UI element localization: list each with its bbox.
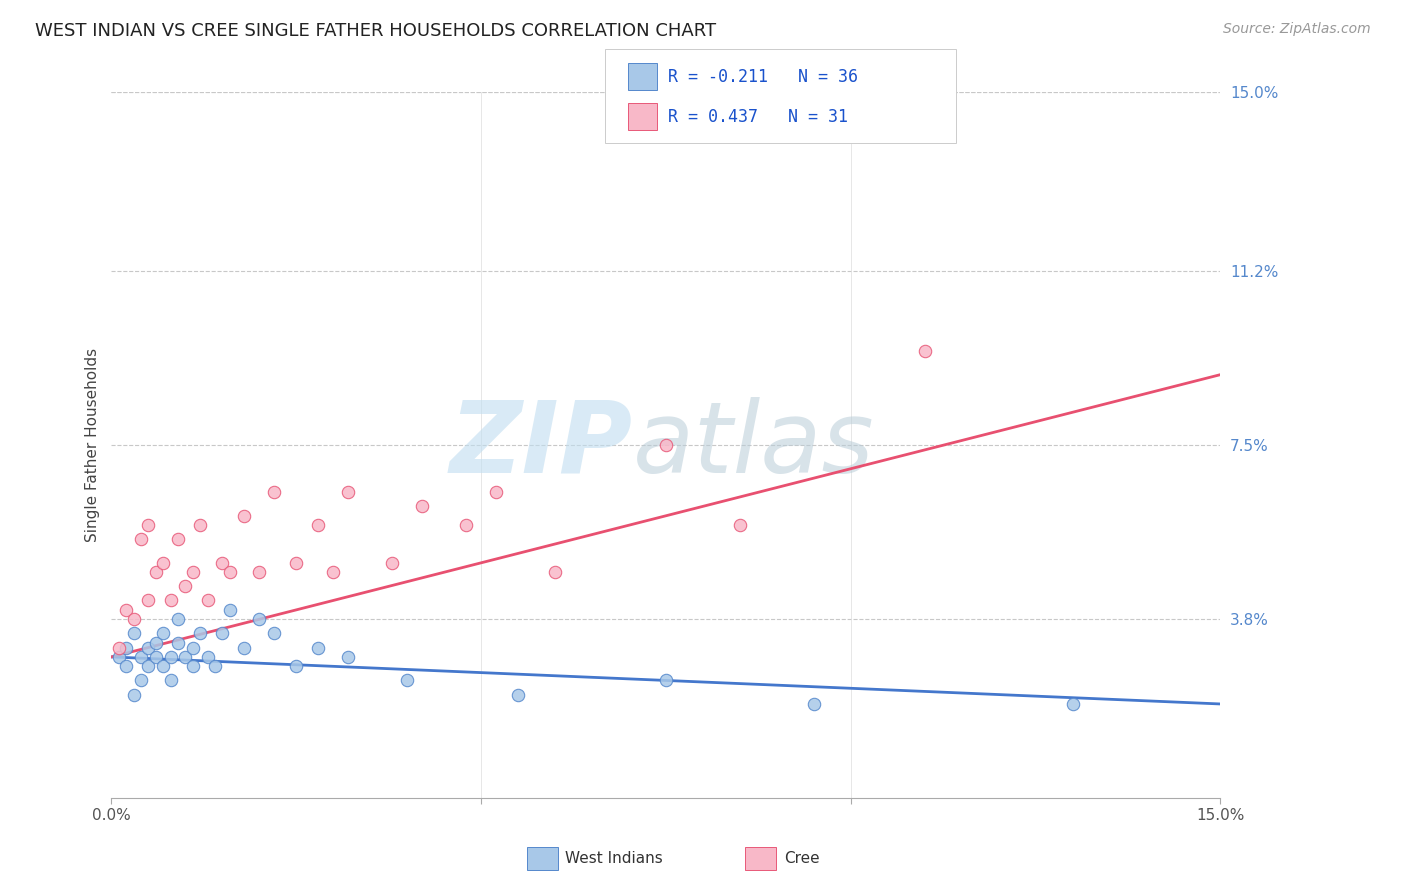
Point: [914, 344, 936, 359]
Text: Cree: Cree: [785, 852, 820, 866]
Text: R = -0.211   N = 36: R = -0.211 N = 36: [668, 69, 858, 87]
Point: [167, 636, 190, 650]
Point: [381, 556, 404, 570]
Point: [167, 533, 190, 547]
Point: [129, 533, 152, 547]
Point: [152, 659, 174, 673]
Point: [247, 612, 270, 626]
Text: West Indians: West Indians: [565, 852, 664, 866]
Point: [145, 566, 167, 580]
Point: [655, 438, 678, 452]
Point: [247, 566, 270, 580]
Point: [138, 659, 160, 673]
Point: [152, 626, 174, 640]
Point: [233, 508, 256, 523]
Point: [107, 640, 129, 655]
Text: R = 0.437   N = 31: R = 0.437 N = 31: [668, 108, 848, 126]
Point: [174, 579, 197, 593]
Point: [285, 556, 308, 570]
Point: [728, 518, 751, 533]
Point: [197, 649, 219, 664]
Point: [138, 593, 160, 607]
Point: [456, 518, 478, 533]
Point: [233, 640, 256, 655]
Point: [803, 697, 825, 711]
Point: [506, 688, 529, 702]
Point: [544, 566, 567, 580]
Point: [145, 636, 167, 650]
Text: ZIP: ZIP: [450, 397, 633, 493]
Point: [263, 626, 285, 640]
Point: [115, 603, 138, 617]
Point: [129, 673, 152, 688]
Point: [174, 649, 197, 664]
Text: atlas: atlas: [633, 397, 875, 493]
Point: [122, 688, 145, 702]
Point: [285, 659, 308, 673]
Point: [138, 518, 160, 533]
Point: [218, 603, 240, 617]
Point: [307, 640, 329, 655]
Y-axis label: Single Father Households: Single Father Households: [86, 348, 100, 542]
Point: [1062, 697, 1084, 711]
Point: [152, 556, 174, 570]
Point: [122, 626, 145, 640]
Point: [138, 640, 160, 655]
Point: [204, 659, 226, 673]
Point: [107, 649, 129, 664]
Point: [159, 593, 181, 607]
Point: [181, 566, 204, 580]
Point: [211, 626, 233, 640]
Point: [307, 518, 329, 533]
Point: [211, 556, 233, 570]
Point: [263, 485, 285, 500]
Point: [181, 640, 204, 655]
Point: [145, 649, 167, 664]
Point: [411, 500, 433, 514]
Point: [188, 518, 211, 533]
Text: WEST INDIAN VS CREE SINGLE FATHER HOUSEHOLDS CORRELATION CHART: WEST INDIAN VS CREE SINGLE FATHER HOUSEH…: [35, 22, 716, 40]
Point: [159, 673, 181, 688]
Point: [485, 485, 508, 500]
Point: [159, 649, 181, 664]
Point: [337, 649, 360, 664]
Point: [129, 649, 152, 664]
Point: [197, 593, 219, 607]
Point: [115, 659, 138, 673]
Point: [122, 612, 145, 626]
Point: [218, 566, 240, 580]
Point: [181, 659, 204, 673]
Point: [655, 673, 678, 688]
Text: Source: ZipAtlas.com: Source: ZipAtlas.com: [1223, 22, 1371, 37]
Point: [322, 566, 344, 580]
Point: [115, 640, 138, 655]
Point: [167, 612, 190, 626]
Point: [396, 673, 419, 688]
Point: [337, 485, 360, 500]
Point: [188, 626, 211, 640]
